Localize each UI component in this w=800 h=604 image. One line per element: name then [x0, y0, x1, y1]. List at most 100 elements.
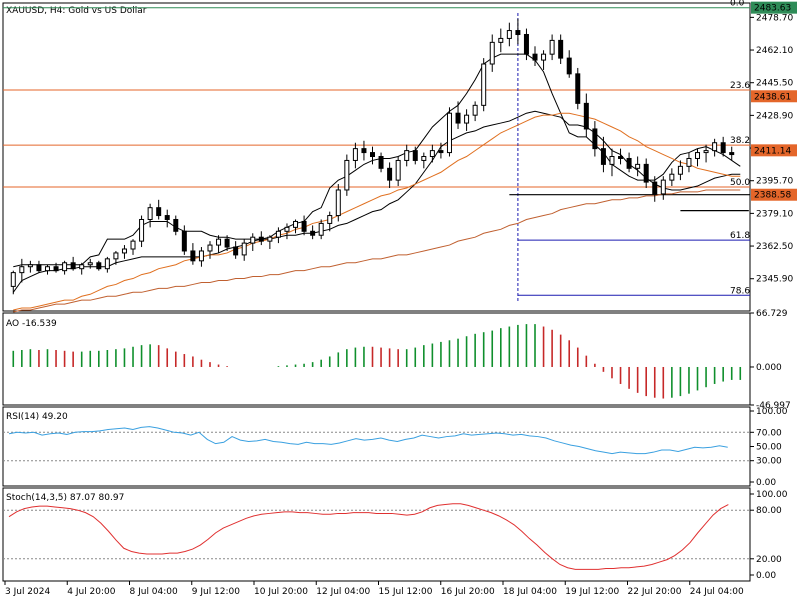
x-tick-label: 3 Jul 2024: [5, 587, 50, 597]
candle-body: [532, 53, 538, 61]
overlay-ma-fast: [13, 112, 741, 311]
candle-body: [310, 230, 316, 236]
candle-body: [27, 264, 33, 268]
price-tag-label: 2411.14: [754, 146, 791, 156]
stoch-title: Stoch(14,3,5) 87.07 80.97: [6, 493, 124, 503]
y-tick-label: 2462.10: [756, 46, 793, 56]
candle-body: [233, 246, 239, 256]
panel-frame-main: [2, 2, 751, 312]
fib-level-label: 78.6: [730, 286, 750, 296]
y-tick-label: 2345.90: [756, 275, 793, 285]
candle-body: [575, 73, 581, 104]
panel-frame-ao: [2, 312, 751, 406]
candle-body: [87, 262, 93, 266]
candle-body: [583, 102, 589, 130]
candle-body: [712, 142, 718, 152]
candle-body: [720, 142, 726, 154]
candle-body: [53, 266, 59, 272]
candle-body: [216, 238, 222, 246]
candle-body: [361, 148, 367, 154]
ao-title: AO -16.539: [6, 319, 57, 329]
candle-body: [404, 150, 410, 161]
price-tag-bg: [751, 1, 797, 14]
candle-body: [344, 159, 350, 191]
candle-body: [181, 230, 187, 252]
candle-body: [250, 236, 256, 244]
candle-body: [121, 248, 127, 254]
stoch-y-tick-label: 80.00: [756, 506, 782, 516]
candle-body: [79, 264, 85, 270]
fib-level-label: 61.8: [730, 231, 750, 241]
candle-body: [198, 250, 204, 262]
x-tick-label: 9 Jul 12:00: [192, 587, 241, 597]
fib-level-label: 38.2: [730, 136, 750, 146]
candle-body: [130, 240, 136, 250]
candle-body: [293, 220, 299, 228]
rsi-y-tick-label: 70.00: [756, 428, 782, 438]
candle-body: [44, 266, 50, 272]
x-tick-label: 16 Jul 20:00: [441, 587, 495, 597]
x-tick-label: 22 Jul 20:00: [628, 587, 682, 597]
candle-body: [395, 159, 401, 181]
rsi-y-tick-label: 50.00: [756, 443, 782, 453]
candle-body: [267, 236, 273, 242]
y-tick-label: 2478.70: [756, 13, 793, 23]
x-tick-label: 18 Jul 04:00: [503, 587, 557, 597]
x-tick-label: 4 Jul 20:00: [67, 587, 116, 597]
candle-body: [592, 128, 598, 150]
candle-body: [258, 236, 264, 242]
candle-body: [464, 114, 470, 124]
stoch-y-tick-label: 20.00: [756, 555, 782, 565]
candle-body: [352, 148, 358, 161]
price-tag-label: 2438.61: [754, 92, 791, 102]
rsi-y-tick-label: 0.00: [756, 478, 776, 488]
candle-body: [224, 238, 230, 248]
candle-body: [481, 63, 487, 106]
x-tick-label: 8 Jul 04:00: [130, 587, 179, 597]
candle-body: [378, 156, 384, 169]
candle-body: [327, 215, 333, 224]
price-tag-bg: [751, 188, 797, 201]
candle-body: [566, 57, 572, 75]
candle-body: [618, 156, 624, 159]
candle-body: [643, 163, 649, 183]
candle-body: [677, 165, 683, 175]
candle-body: [318, 222, 324, 236]
candle-body: [695, 152, 701, 159]
candle-body: [703, 150, 709, 154]
candle-body: [446, 112, 452, 154]
price-tag-bg: [751, 144, 797, 157]
candle-body: [729, 152, 735, 156]
candle-body: [515, 30, 521, 35]
candle-body: [139, 218, 145, 242]
candle-body: [626, 157, 632, 169]
stoch-line: [8, 503, 729, 570]
candle-body: [301, 220, 307, 232]
chart-title: XAUUSD, H4: Gold vs US Dollar: [6, 6, 147, 16]
overlay-ichimoku-span-b: [12, 110, 741, 293]
candle-body: [335, 189, 341, 217]
candle-body: [600, 148, 606, 165]
candle-body: [523, 33, 529, 55]
fib-level-label: 0.0: [730, 0, 745, 9]
overlay-ma-slow: [13, 189, 741, 313]
candles-group: [10, 18, 735, 295]
candle-body: [660, 179, 666, 195]
fib-level-label: 50.0: [730, 178, 750, 188]
x-tick-label: 12 Jul 04:00: [316, 587, 370, 597]
y-tick-label: 2428.90: [756, 111, 793, 121]
candle-body: [96, 262, 102, 270]
y-tick-label: 2362.50: [756, 242, 793, 252]
candle-body: [164, 215, 170, 220]
candle-body: [558, 39, 564, 59]
candle-body: [412, 150, 418, 161]
candle-body: [36, 264, 42, 272]
candle-body: [421, 156, 427, 161]
ao-y-tick-label: -46.997: [756, 401, 791, 411]
ao-y-tick-label: 66.729: [756, 309, 788, 319]
fib-level-label: 23.6: [730, 81, 750, 91]
candle-body: [549, 39, 555, 55]
candle-body: [275, 230, 281, 238]
candle-body: [147, 207, 153, 220]
